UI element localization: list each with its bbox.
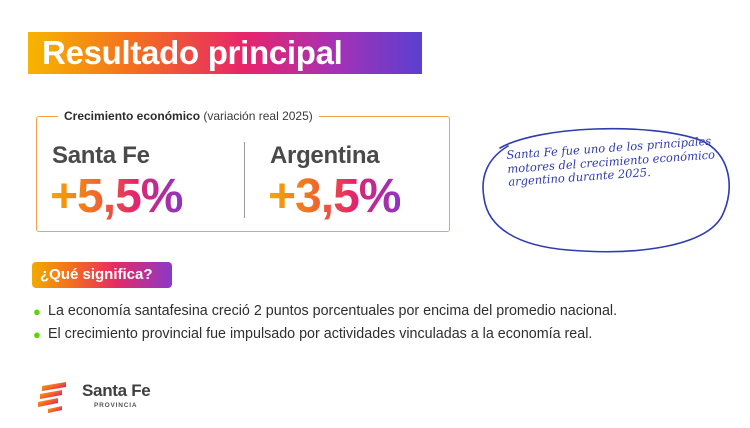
region-name-santa-fe: Santa Fe — [52, 142, 150, 169]
santa-fe-logo: Santa Fe PROVINCIA — [36, 379, 196, 415]
santa-fe-logo-icon — [38, 382, 66, 413]
hand-drawn-oval — [482, 127, 730, 253]
region-name-argentina: Argentina — [270, 142, 380, 169]
caption-rest: (variación real 2025) — [200, 109, 313, 123]
bullet-text: El crecimiento provincial fue impulsado … — [48, 326, 593, 342]
region-value-argentina: +3,5% — [268, 170, 401, 223]
meaning-label: ¿Qué significa? — [40, 266, 153, 283]
bullet-text: La economía santafesina creció 2 puntos … — [48, 303, 618, 319]
bullet-item: ● El crecimiento provincial fue impulsad… — [33, 325, 723, 345]
bullet-dot-icon: ● — [33, 304, 41, 319]
bullet-item: ● La economía santafesina creció 2 punto… — [33, 302, 723, 322]
logo-name: Santa Fe — [82, 381, 151, 400]
comparison-divider — [244, 142, 245, 218]
logo-subtitle: PROVINCIA — [94, 402, 138, 409]
caption-bold: Crecimiento económico — [64, 109, 201, 123]
page-title: Resultado principal — [42, 34, 343, 71]
comparison-caption: Crecimiento económico (variación real 20… — [58, 108, 319, 124]
bullet-dot-icon: ● — [33, 327, 41, 342]
meaning-pill — [32, 262, 172, 288]
title-banner — [28, 32, 422, 74]
region-value-santa-fe: +5,5% — [50, 170, 183, 223]
